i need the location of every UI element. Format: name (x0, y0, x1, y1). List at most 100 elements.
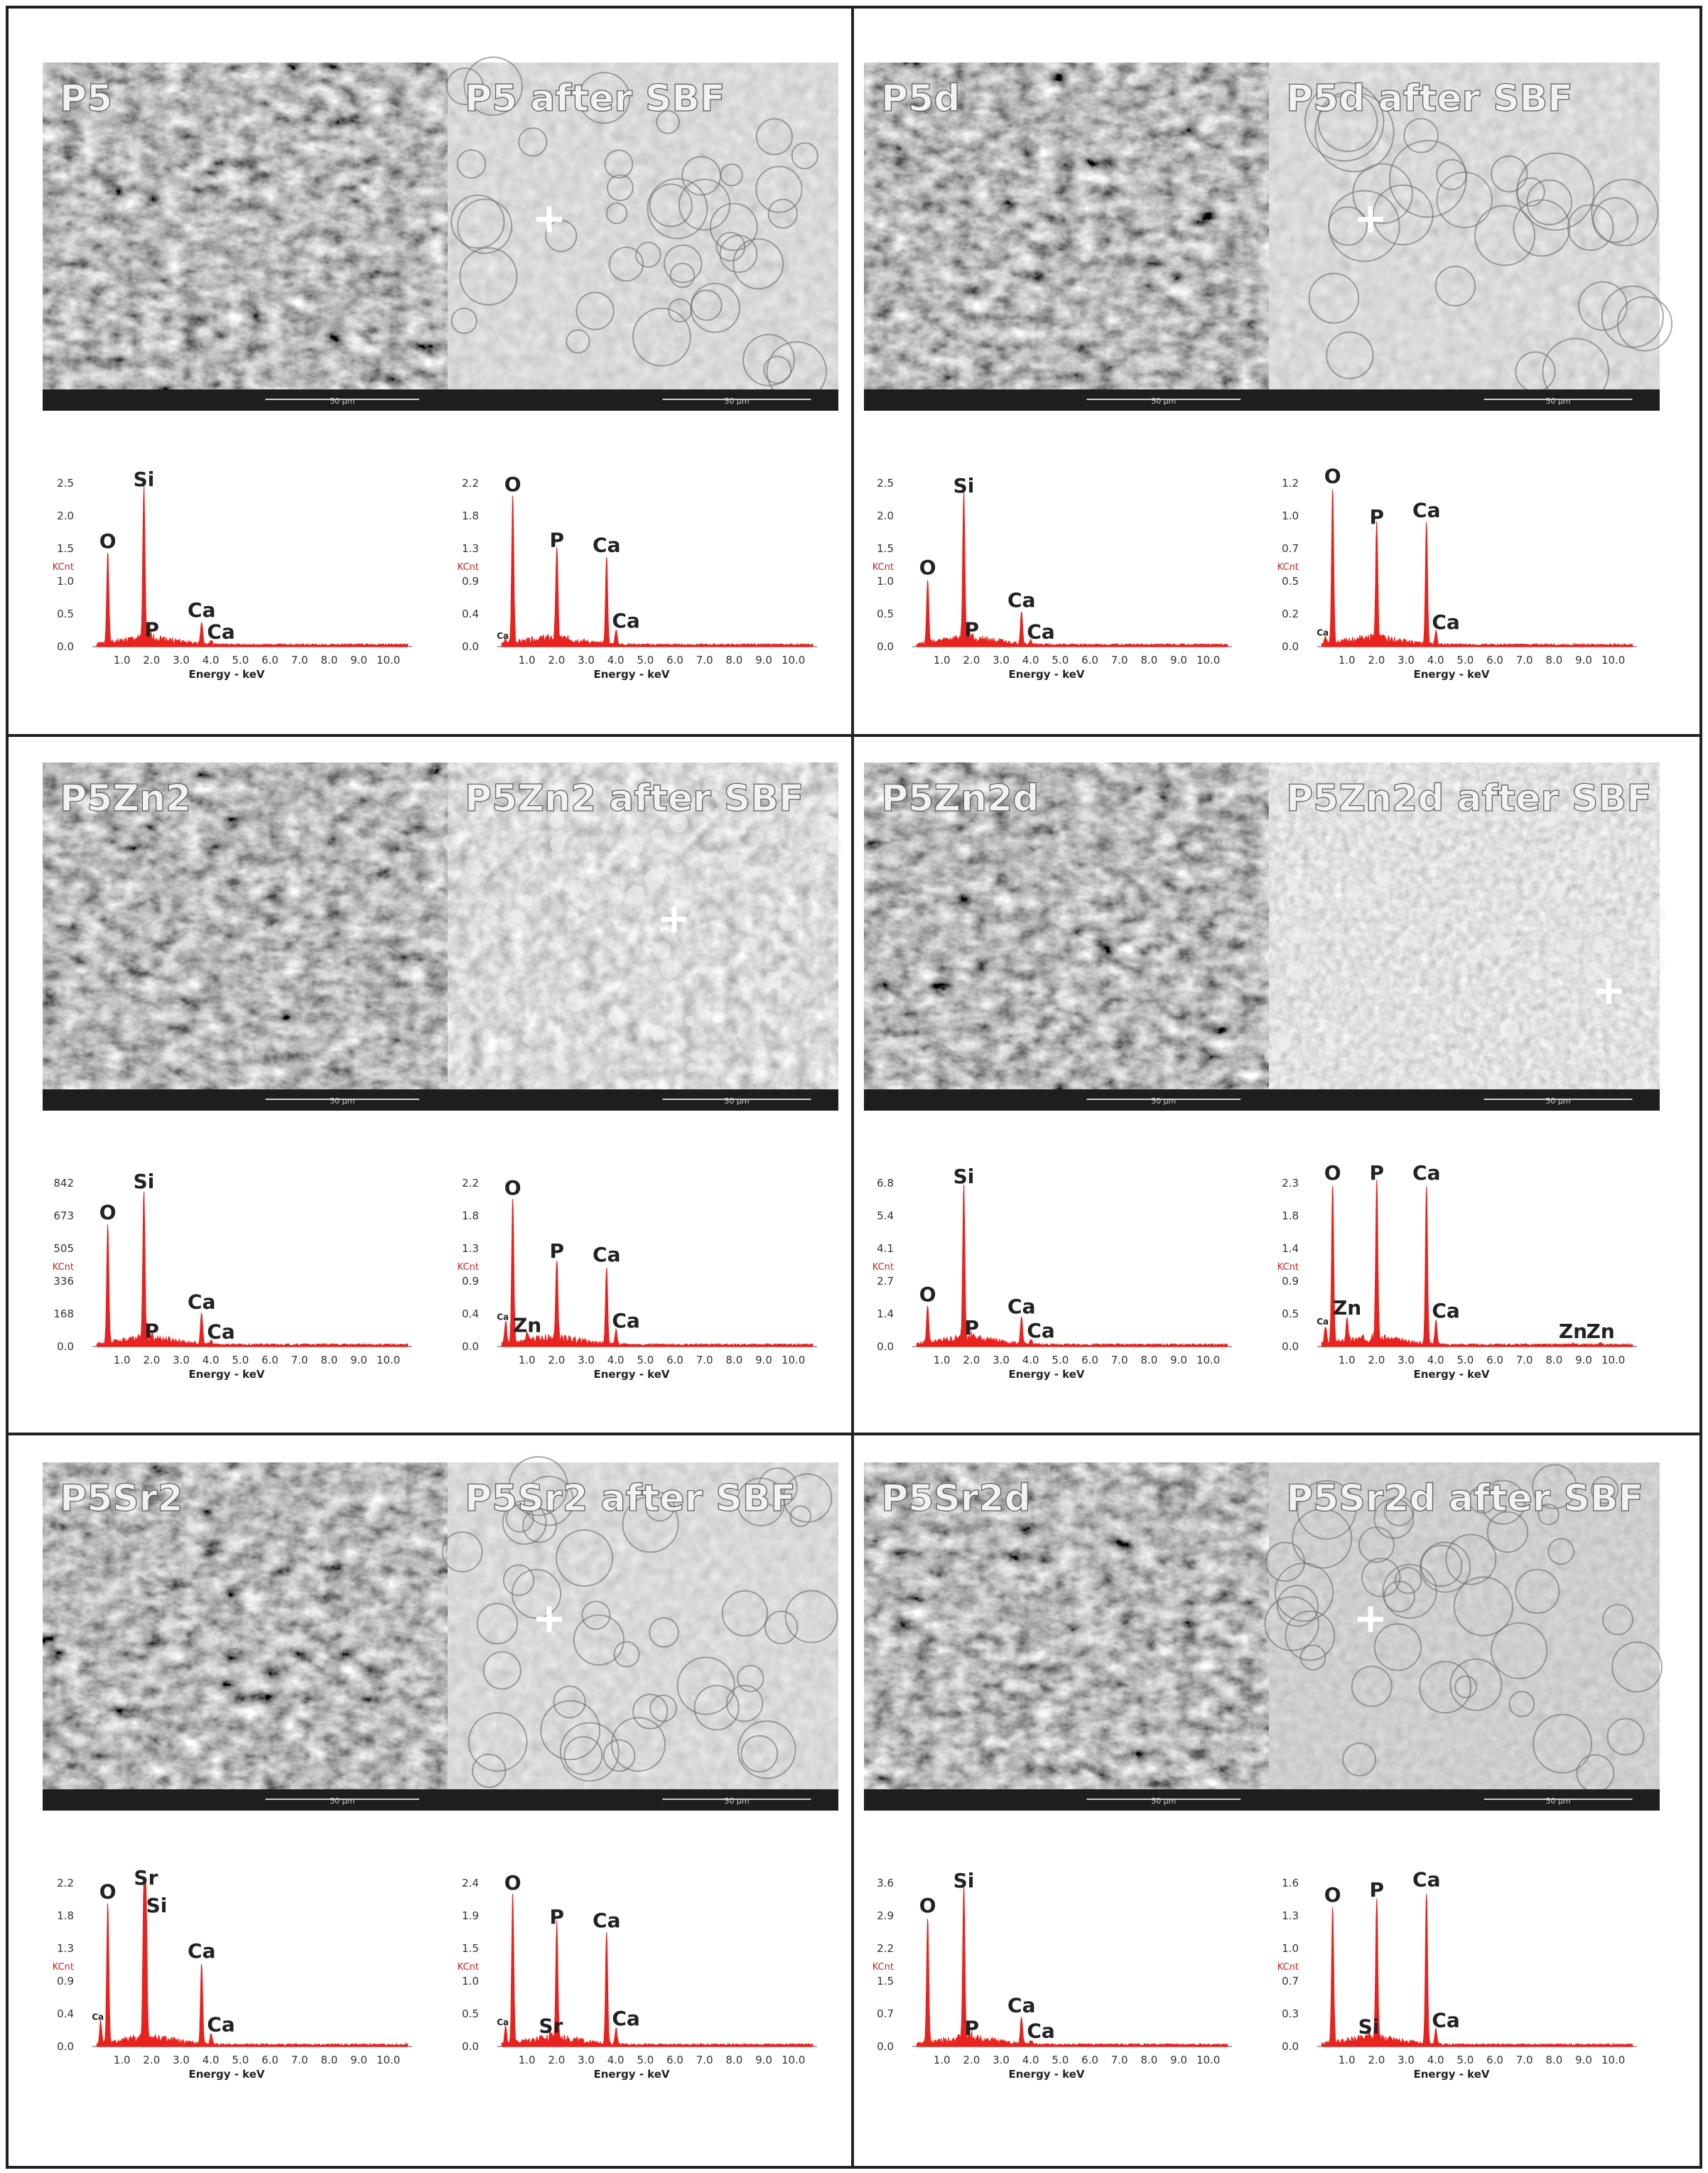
peak-label-ca: Ca (92, 2012, 104, 2022)
sem-cell-boundary (553, 1685, 586, 1719)
peak-label-o: O (504, 1176, 521, 1199)
scale-bar-label: 50 μm (1545, 397, 1570, 406)
sem-image-label: P5Zn2 after SBF (465, 777, 804, 820)
y-axis-label: KCnt (872, 1262, 894, 1273)
y-tick-label: 336 (53, 1275, 74, 1288)
sem-cell-boundary (632, 307, 691, 367)
sem-particle (1587, 836, 1598, 846)
peak-label-ca: Ca (207, 620, 234, 643)
sem-cell-boundary (755, 166, 803, 213)
sem-particle (787, 971, 798, 981)
x-tick-label: 3.0 (993, 1354, 1010, 1366)
sem-cell-boundary (1292, 1508, 1353, 1569)
x-tick-label: 8.0 (725, 1354, 742, 1366)
sem-particle (669, 814, 688, 833)
x-tick-label: 8.0 (725, 654, 742, 667)
sem-cell-boundary (1532, 1464, 1577, 1509)
x-tick-label: 9.0 (755, 1354, 772, 1366)
y-tick-label: 1.0 (462, 1975, 479, 1988)
x-tick-label: 7.0 (1111, 654, 1128, 667)
peak-label-ca: Ca (188, 598, 215, 622)
sem-cell-boundary (1328, 206, 1368, 247)
x-tick-label: 1.0 (114, 1354, 131, 1366)
sem-image-7: 50 μm P5Zn2d (864, 762, 1269, 1111)
peak-label-o: O (1324, 465, 1341, 488)
x-tick-label: 3.0 (993, 654, 1010, 667)
sem-micrograph (1269, 1462, 1660, 1789)
y-tick-label: 1.8 (462, 1209, 479, 1222)
x-axis-label: Energy - keV (188, 1368, 264, 1381)
y-tick-label: 0.0 (877, 640, 894, 653)
sem-cell-boundary (1372, 184, 1434, 246)
x-tick-label: 8.0 (1140, 654, 1157, 667)
y-tick-label: 6.8 (877, 1177, 894, 1190)
sem-particle (777, 988, 791, 1004)
eds-spectrum-3: 0.0 0.5 1.0 1.5 2.0 2.5 KCnt 1.0 2.0 3.0 4.0 5.0 6.0… (872, 474, 1232, 681)
peak-label-o: O (919, 1894, 936, 1917)
y-tick-label: 1.5 (462, 1942, 479, 1955)
x-tick-label: 3.0 (578, 2054, 595, 2066)
peak-label-p: P (144, 1319, 159, 1342)
x-tick-label: 2.0 (548, 654, 565, 667)
sem-cell-boundary (518, 127, 548, 157)
sem-cell-boundary (1453, 1576, 1514, 1637)
x-tick-label: 8.0 (320, 1354, 337, 1366)
sem-cell-boundary (1264, 1596, 1319, 1651)
sem-cell-boundary (791, 142, 818, 170)
sem-cell-boundary (1468, 1485, 1497, 1514)
analysis-point-marker (1596, 978, 1622, 1004)
sem-particle (455, 973, 468, 986)
sem-particle (1486, 1076, 1501, 1091)
sem-cell-boundary (472, 1753, 507, 1789)
x-tick-label: 9.0 (350, 654, 367, 667)
spectrum-series (501, 1894, 814, 2047)
peak-label-ca: Ca (1027, 2020, 1054, 2043)
x-tick-label: 9.0 (1575, 1354, 1592, 1366)
y-tick-label: 0.0 (57, 1340, 74, 1353)
y-tick-label: 0.5 (57, 608, 74, 620)
sem-cell-boundary (1274, 1562, 1334, 1622)
sem-cell-boundary (1491, 155, 1528, 193)
spectrum-series (501, 1199, 814, 1347)
analysis-point-marker (661, 906, 687, 932)
sem-particle (764, 971, 782, 989)
y-tick-label: 1.8 (57, 1909, 74, 1922)
x-tick-label: 1.0 (519, 1354, 536, 1366)
peak-label-p: P (1369, 1878, 1384, 1902)
sem-particle (741, 937, 758, 953)
sem-particle (659, 959, 679, 979)
sem-cell-boundary (784, 1590, 838, 1644)
x-tick-label: 3.0 (1398, 2054, 1415, 2066)
analysis-point-marker (1358, 206, 1383, 232)
peak-label-ca: Ca (612, 609, 639, 632)
sem-cell-boundary (1373, 1498, 1415, 1539)
sem-particle (1556, 906, 1564, 915)
spectrum-series (916, 490, 1228, 647)
peak-label-ca: Ca (1432, 2008, 1459, 2032)
spectrum-series (1321, 1894, 1633, 2047)
analysis-point-marker (1358, 1606, 1383, 1632)
sem-cell-boundary (1611, 1641, 1663, 1693)
x-tick-label: 7.0 (696, 654, 713, 667)
x-tick-label: 6.0 (261, 654, 279, 667)
sem-cell-boundary (709, 203, 758, 252)
sem-micrograph (448, 1462, 838, 1789)
y-tick-label: 1.8 (462, 509, 479, 522)
x-tick-label: 10.0 (1601, 1354, 1625, 1366)
x-axis-label: Energy - keV (1008, 1368, 1084, 1381)
sem-particle (1344, 883, 1362, 901)
x-tick-label: 7.0 (1111, 2054, 1128, 2066)
sem-cell-boundary (1591, 178, 1659, 247)
sem-particle (649, 1025, 666, 1042)
sem-cell-boundary (757, 1467, 798, 1508)
x-tick-label: 1.0 (934, 2054, 951, 2066)
sem-particle (566, 992, 585, 1012)
sem-cell-boundary (610, 1717, 666, 1772)
sem-cell-boundary (1486, 1511, 1529, 1553)
sem-particle (1619, 873, 1628, 883)
peak-label-si: Si (134, 1170, 155, 1193)
y-tick-label: 2.4 (462, 1877, 479, 1889)
sem-particle (569, 793, 585, 809)
sem-image-9: 50 μm P5Sr2 (43, 1462, 448, 1811)
peak-label-o: O (504, 473, 521, 496)
